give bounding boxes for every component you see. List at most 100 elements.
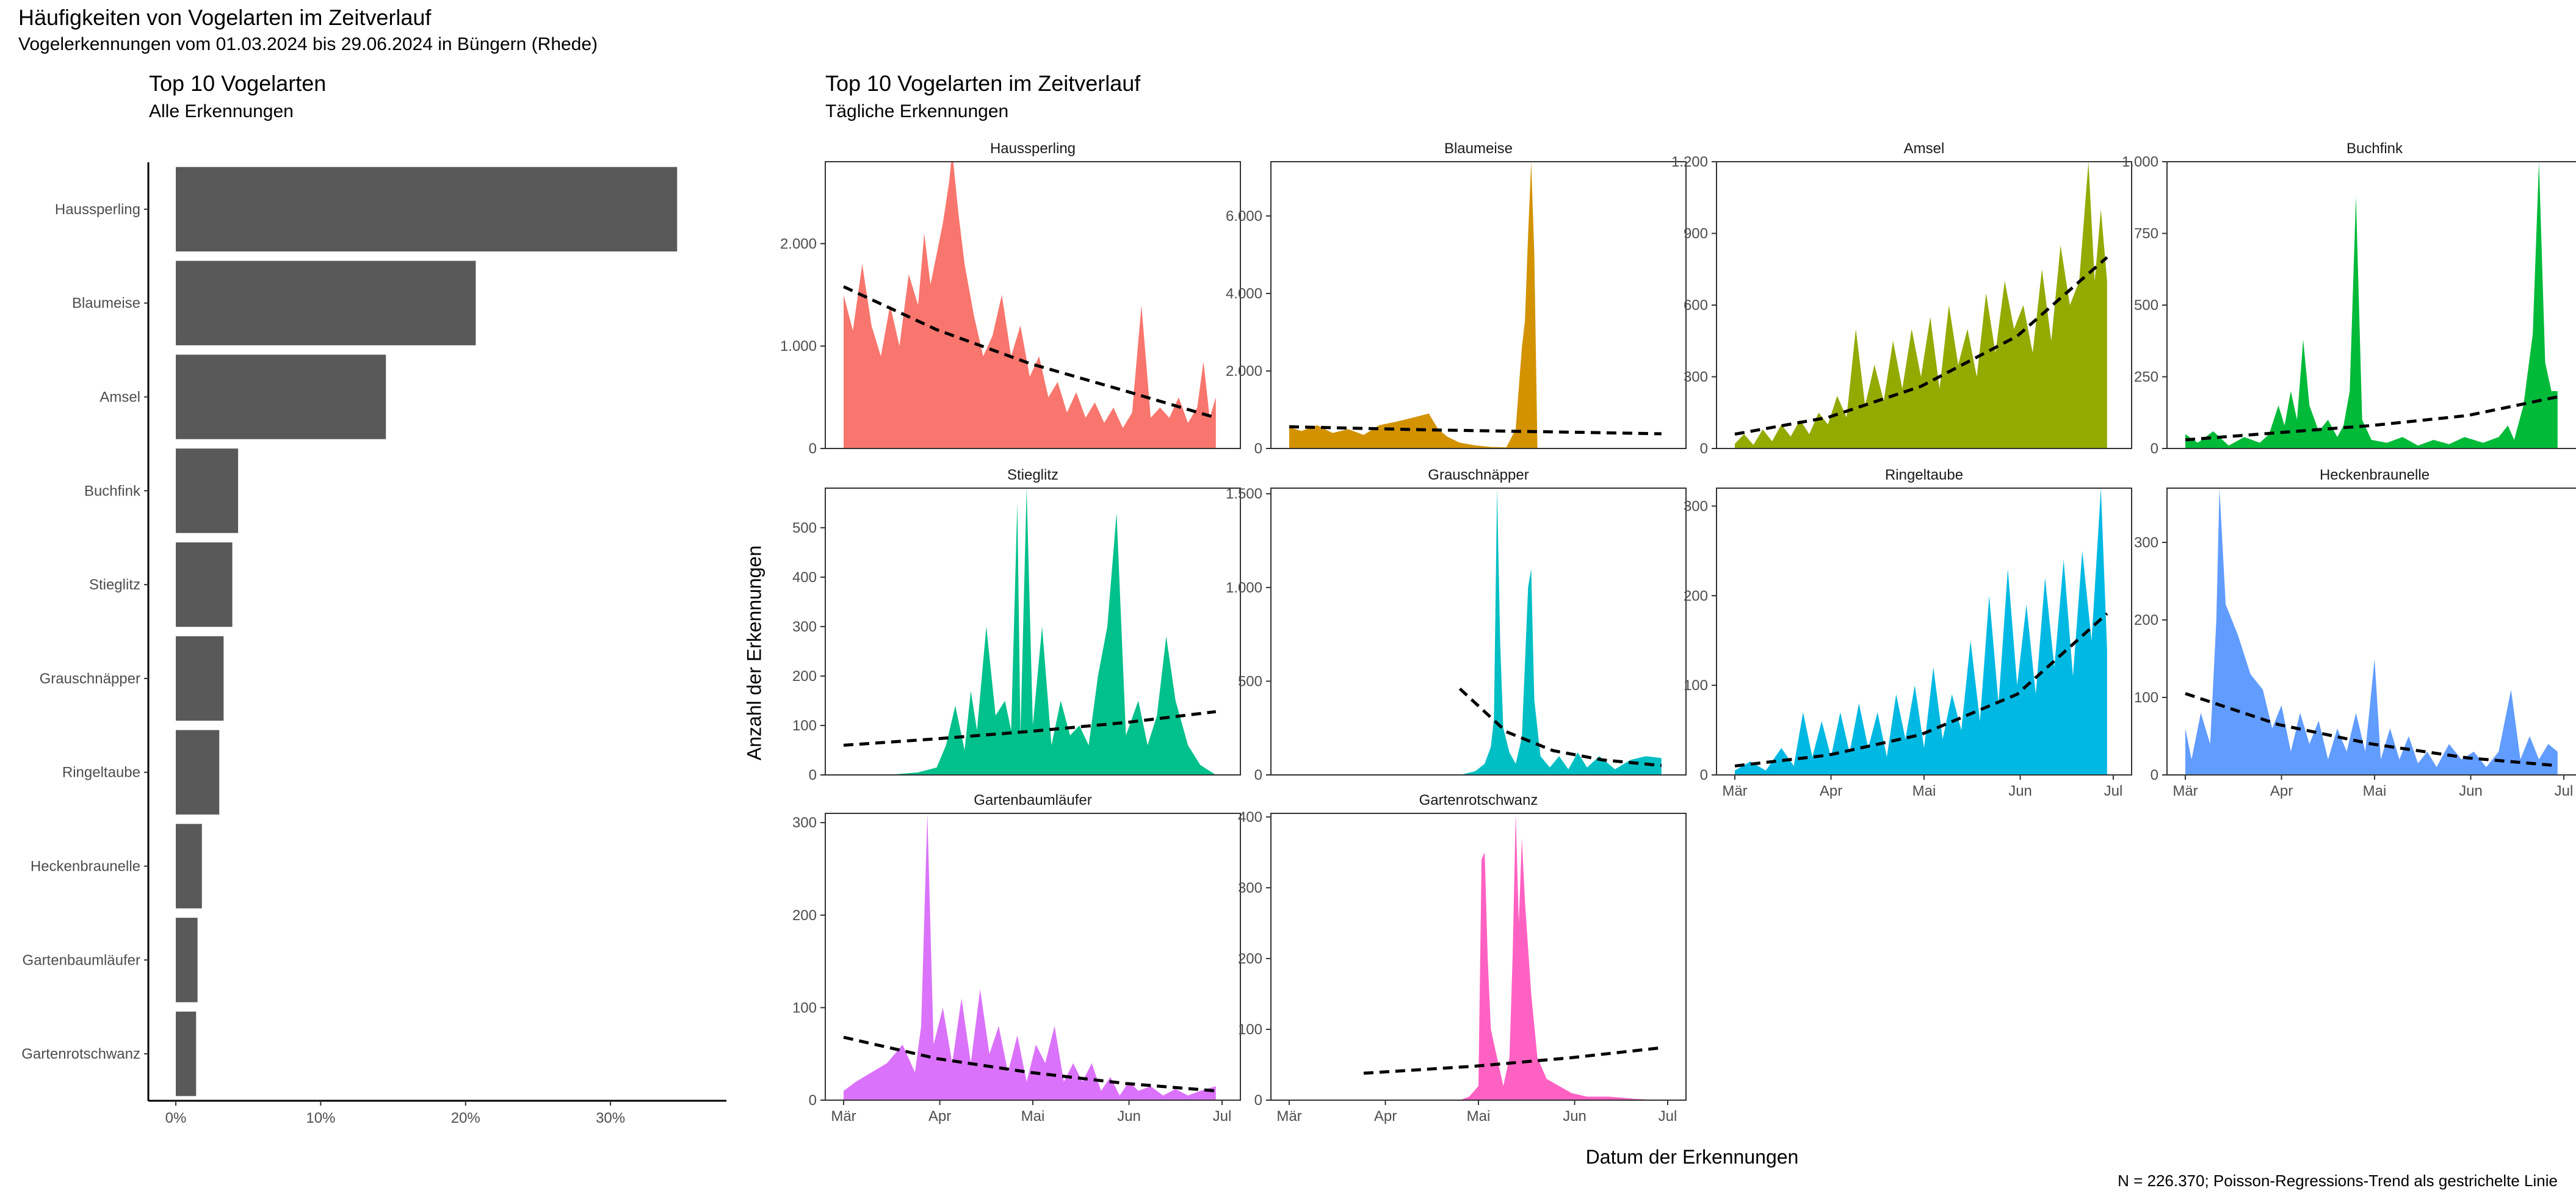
trend-line-gartenrotschwanz	[1363, 1046, 1662, 1075]
ytick-label: 1.000	[1226, 580, 1262, 596]
bar-buchfink	[176, 448, 239, 533]
panel-title: Gartenrotschwanz	[1419, 792, 1538, 808]
ytick-label: 200	[2134, 612, 2158, 628]
panel-title: Gartenbaumläufer	[974, 792, 1091, 808]
ytick-label: 4.000	[1226, 286, 1262, 302]
ytick-label: 100	[1238, 1021, 1262, 1038]
panel-title: Blaumeise	[1444, 140, 1513, 157]
panel-ringeltaube: Ringeltaube 0 100 200 300 Mär Apr Mai Jun Jul	[1684, 467, 2132, 799]
bar-category-label: Blaumeise	[72, 295, 140, 312]
ytick-label: 200	[1238, 951, 1262, 967]
panel-amsel: Amsel 0 300 600 900 1.200	[1671, 140, 2132, 457]
panel-buchfink: Buchfink 0 250 500 750 1.000	[2122, 140, 2576, 457]
ytick-label: 300	[2134, 535, 2158, 551]
area-grauschnaepper	[1289, 488, 1662, 775]
bar-xtick-label: 0%	[165, 1110, 187, 1126]
panel-title: Stieglitz	[1007, 467, 1058, 483]
ytick-label: 1.000	[2122, 154, 2158, 170]
area-ringeltaube	[1735, 488, 2107, 775]
bar-gartenrotschwanz	[176, 1011, 197, 1096]
figure-caption: N = 226.370; Poisson-Regressions-Trend a…	[2118, 1172, 2558, 1190]
ytick-label: 0	[1700, 441, 1708, 457]
trend-line-grauschnaepper	[1458, 687, 1662, 768]
ytick-label: 300	[792, 815, 817, 831]
area-haussperling	[844, 162, 1216, 448]
bar-heckenbraunelle	[176, 824, 202, 909]
panel-frame	[1270, 488, 1687, 776]
panel-title: Heckenbraunelle	[2320, 467, 2429, 483]
bar-category-label: Ringeltaube	[62, 765, 140, 781]
ytick-label: 300	[792, 619, 817, 635]
panel-title: Amsel	[1904, 140, 1945, 157]
area-gartenbaumlaeufer	[844, 813, 1216, 1100]
xtick-label: Mär	[1722, 783, 1747, 799]
ytick-label: 250	[2134, 369, 2158, 386]
bar-stieglitz	[176, 542, 233, 627]
trend-line-amsel	[1734, 256, 2108, 436]
bar-xtick-label: 10%	[306, 1110, 335, 1126]
panel-gartenbaumlaeufer: Gartenbaumläufer 0 100 200 300 Mär Apr Mai Jun Ju…	[792, 792, 1241, 1125]
figure-subtitle: Vogelerkennungen vom 01.03.2024 bis 29.0…	[18, 34, 598, 54]
ytick-label: 100	[1684, 677, 1708, 694]
ytick-label: 200	[1684, 588, 1708, 604]
ytick-label: 6.000	[1226, 208, 1262, 225]
panel-frame	[825, 161, 1241, 449]
area-blaumeise	[1289, 162, 1662, 448]
panel-stieglitz: Stieglitz 0 100 200 300 400 500	[792, 467, 1241, 783]
panel-haussperling: Haussperling 0 1.000 2.000	[780, 140, 1241, 457]
xtick-label: Jun	[1563, 1108, 1586, 1125]
bar-category-label: Gartenbaumläufer	[23, 952, 140, 968]
ytick-label: 0	[809, 441, 817, 457]
xtick-label: Mai	[1021, 1108, 1045, 1125]
panel-frame	[2166, 161, 2576, 449]
bar-ringeltaube	[176, 730, 220, 815]
ytick-label: 400	[792, 569, 817, 586]
xtick-label: Jul	[1659, 1108, 1677, 1125]
bar-blaumeise	[176, 261, 476, 345]
panel-heckenbraunelle: Heckenbraunelle 0 100 200 300 Mär Apr Mai Jun Jul	[2134, 467, 2576, 799]
ytick-label: 2.000	[780, 236, 817, 252]
area-buchfink	[2185, 162, 2558, 448]
timeseries-subtitle: Tägliche Erkennungen	[825, 101, 1009, 121]
ytick-label: 500	[2134, 297, 2158, 314]
ytick-label: 300	[1684, 369, 1708, 386]
ytick-label: 1.000	[780, 338, 817, 355]
ytick-label: 750	[2134, 226, 2158, 242]
panel-title: Ringeltaube	[1885, 467, 1963, 483]
xtick-label: Jul	[1213, 1108, 1232, 1125]
ytick-label: 300	[1238, 880, 1262, 896]
ytick-label: 0	[2151, 767, 2158, 783]
xtick-label: Apr	[928, 1108, 951, 1125]
panel-grauschnaepper: Grauschnäpper 0 500 1.000 1.500	[1226, 467, 1687, 783]
xtick-label: Jun	[2008, 783, 2032, 799]
ytick-label: 600	[1684, 297, 1708, 314]
xtick-label: Jul	[2555, 783, 2574, 799]
area-heckenbraunelle	[2185, 488, 2558, 775]
bar-category-label: Stieglitz	[89, 577, 140, 593]
ytick-label: 100	[792, 999, 817, 1016]
trend-line-gartenbaumlaeufer	[843, 1035, 1217, 1093]
bar-xtick-label: 30%	[596, 1110, 625, 1126]
figure-title: Häufigkeiten von Vogelarten im Zeitverla…	[18, 5, 432, 30]
ytick-label: 100	[792, 718, 817, 734]
bar-category-label: Grauschnäpper	[40, 671, 140, 687]
ytick-label: 0	[809, 767, 817, 783]
ytick-label: 1.500	[1226, 486, 1262, 502]
xtick-label: Mai	[2363, 783, 2387, 799]
ytick-label: 0	[1254, 1092, 1262, 1109]
bar-grauschnaepper	[176, 636, 224, 721]
area-stieglitz	[844, 488, 1216, 775]
xtick-label: Mär	[831, 1108, 856, 1125]
bar-chart-title: Top 10 Vogelarten	[149, 71, 327, 96]
bar-xtick-label: 20%	[451, 1110, 480, 1126]
ytick-label: 0	[1254, 441, 1262, 457]
panel-title: Haussperling	[990, 140, 1076, 157]
xtick-label: Jul	[2104, 783, 2123, 799]
bar-gartenbaumlaeufer	[176, 918, 198, 1003]
ytick-label: 200	[792, 668, 817, 685]
trend-line-haussperling	[842, 285, 1217, 419]
trend-line-ringeltaube	[1734, 612, 2108, 768]
ytick-label: 2.000	[1226, 363, 1262, 380]
panel-frame	[1270, 813, 1687, 1101]
